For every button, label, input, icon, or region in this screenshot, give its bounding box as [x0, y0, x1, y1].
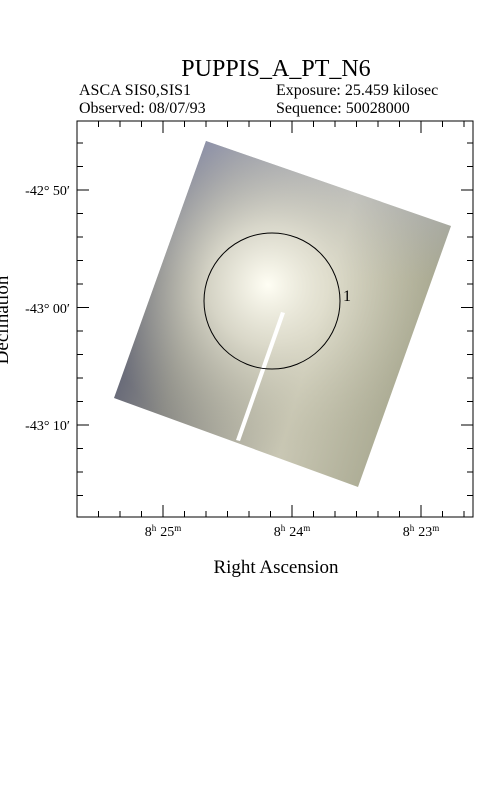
x-tick-label: 8h 24m	[274, 523, 311, 540]
tick-labels: -42° 50′-43° 00′-43° 10′8h 25m 8h 24m 8h 23m	[25, 184, 439, 540]
value: 8	[403, 525, 410, 540]
region-circle	[203, 232, 341, 370]
plot-frame	[76, 120, 474, 518]
value: 25	[160, 525, 174, 540]
unit: m	[303, 523, 310, 533]
unit: h	[281, 523, 286, 533]
title: PUPPIS_A_PT_N6	[181, 56, 370, 82]
sky-image	[114, 141, 451, 487]
y-tick-label: -42° 50′	[25, 184, 70, 199]
instrument: ASCA SIS0,SIS1	[79, 82, 191, 99]
x-tick-label: 8h 25m	[145, 523, 182, 540]
unit: h	[410, 523, 415, 533]
y-tick-label: -43° 00′	[25, 302, 70, 317]
x-tick-label: 8h 23m	[403, 523, 440, 540]
y-tick-label: -43° 10′	[25, 419, 70, 434]
unit: m	[174, 523, 181, 533]
y-axis-label: Declination	[0, 275, 13, 364]
value: 23	[418, 525, 432, 540]
unit: m	[432, 523, 439, 533]
value: 24	[289, 525, 303, 540]
sequence: Sequence: 50028000	[276, 100, 410, 117]
exposure: Exposure: 25.459 kilosec	[276, 82, 438, 99]
observed: Observed: 08/07/93	[79, 100, 206, 117]
ticks	[77, 121, 473, 517]
value: 8	[145, 525, 152, 540]
region-label: 1	[343, 288, 351, 305]
unit: h	[152, 523, 157, 533]
x-axis-label: Right Ascension	[213, 557, 339, 578]
value: 8	[274, 525, 281, 540]
